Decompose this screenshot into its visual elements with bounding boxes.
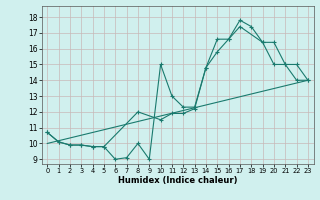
X-axis label: Humidex (Indice chaleur): Humidex (Indice chaleur) [118,176,237,185]
